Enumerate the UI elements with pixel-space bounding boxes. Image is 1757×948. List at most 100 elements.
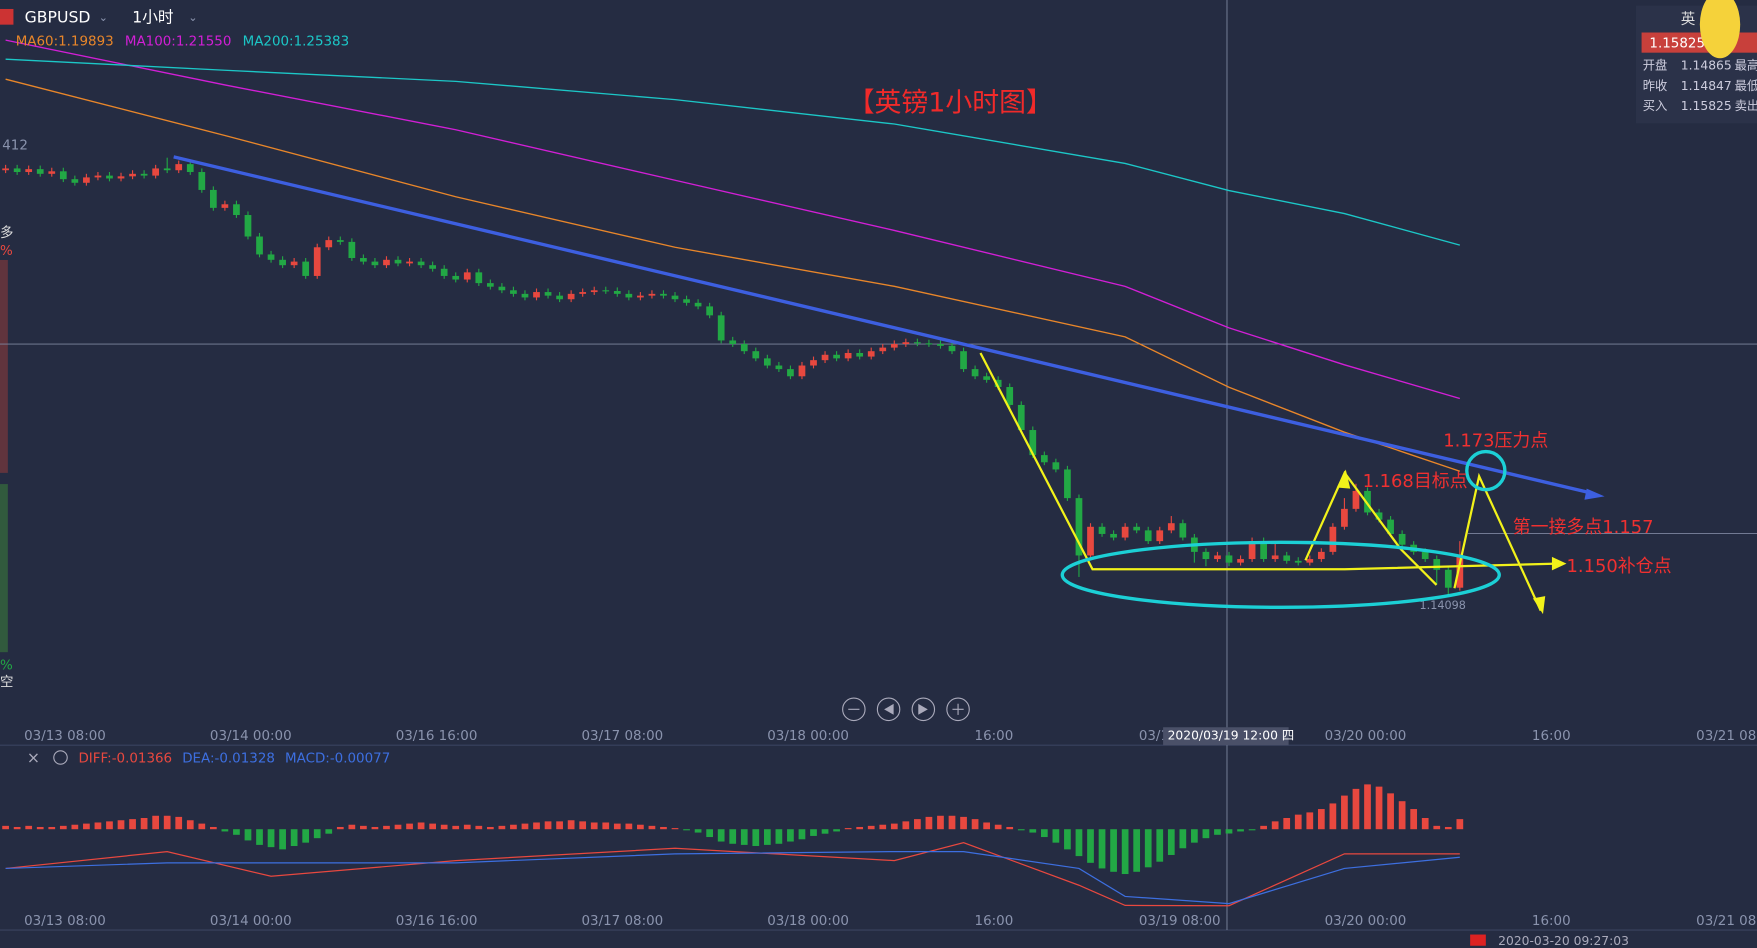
macd-legend: MACD:-0.00077 bbox=[285, 752, 390, 767]
symbol[interactable]: GBPUSD bbox=[25, 7, 91, 26]
annotation-line bbox=[979, 352, 1558, 571]
candle-body bbox=[71, 179, 79, 183]
candle-body bbox=[556, 295, 563, 300]
macd-bar bbox=[1341, 795, 1348, 830]
candle-body bbox=[348, 241, 356, 259]
macd-bar bbox=[1006, 826, 1014, 830]
crosshair-label-box bbox=[1163, 727, 1289, 746]
candle-body bbox=[2, 168, 9, 171]
arrow-head bbox=[1584, 488, 1605, 500]
macd-bar bbox=[925, 816, 933, 830]
macd-bar bbox=[833, 829, 840, 832]
candle-body bbox=[1352, 490, 1360, 509]
macd-bar bbox=[717, 829, 725, 842]
macd-bar bbox=[290, 829, 298, 847]
candle-body bbox=[971, 369, 979, 377]
period[interactable]: 1小时 bbox=[132, 7, 174, 26]
macd-legend: DEA:-0.01328 bbox=[182, 752, 275, 767]
macd-bar bbox=[2, 825, 9, 830]
side-mark: 空 bbox=[0, 674, 13, 690]
macd-bar bbox=[1306, 812, 1314, 830]
macd-bar bbox=[521, 823, 529, 830]
settings-button[interactable] bbox=[53, 750, 68, 765]
macd-bar bbox=[683, 829, 690, 831]
close-button[interactable]: × bbox=[27, 748, 40, 767]
candle-body bbox=[1329, 526, 1337, 552]
macd-bar bbox=[1433, 825, 1441, 830]
macd-bar bbox=[452, 825, 460, 830]
macd-bar bbox=[752, 829, 760, 847]
candle-body bbox=[1179, 523, 1187, 538]
macd-bar bbox=[106, 821, 113, 830]
macd-bar bbox=[440, 824, 448, 830]
macd-bar bbox=[1214, 829, 1221, 835]
macd-bar bbox=[1040, 829, 1048, 838]
x-tick-label: 03/16 16:00 bbox=[396, 914, 478, 929]
x-tick-label: 16:00 bbox=[975, 914, 1014, 929]
candle-body bbox=[994, 379, 1002, 388]
macd-bar bbox=[129, 819, 136, 830]
support-zone bbox=[1060, 540, 1501, 610]
dropdown-arrow[interactable]: ⌄ bbox=[99, 11, 108, 24]
candle-body bbox=[717, 315, 725, 341]
quote-field: 1.15825 bbox=[1681, 99, 1732, 113]
macd-bar bbox=[1317, 809, 1325, 830]
macd-bar bbox=[821, 829, 829, 834]
candle-body bbox=[1364, 490, 1371, 513]
candle-body bbox=[336, 240, 344, 242]
candle-body bbox=[1040, 455, 1048, 463]
candle-body bbox=[36, 169, 44, 174]
candle-body bbox=[510, 290, 517, 294]
macd-bar bbox=[463, 824, 471, 830]
candle-body bbox=[302, 261, 310, 276]
macd-bar bbox=[948, 815, 956, 830]
macd-bar bbox=[1144, 829, 1152, 868]
macd-bar bbox=[1260, 825, 1267, 830]
macd-bar bbox=[1121, 829, 1129, 875]
dropdown-arrow[interactable]: ⌄ bbox=[188, 11, 197, 24]
macd-bar bbox=[971, 819, 979, 830]
candle-body bbox=[452, 275, 460, 280]
candle-body bbox=[371, 261, 379, 266]
side-mark: % bbox=[0, 659, 13, 674]
forward-button[interactable] bbox=[911, 697, 936, 722]
zoom-in-button[interactable] bbox=[946, 697, 970, 722]
macd-bar bbox=[1294, 814, 1302, 830]
x-tick-label: 03/17 08:00 bbox=[581, 914, 663, 929]
zoom-out-button[interactable] bbox=[842, 697, 866, 722]
legend-entry: MA60:1.19893 bbox=[16, 34, 114, 49]
x-tick-label: 03/18 00:00 bbox=[767, 729, 849, 744]
macd-bar bbox=[1110, 829, 1117, 872]
candle-body bbox=[648, 293, 656, 296]
flag-icon bbox=[1470, 934, 1486, 946]
arrow-head bbox=[1532, 596, 1546, 615]
macd-bar bbox=[798, 829, 806, 840]
depth-bar bbox=[0, 259, 8, 473]
macd-bar bbox=[787, 829, 794, 842]
back-button[interactable] bbox=[876, 697, 901, 722]
macd-bar bbox=[1387, 793, 1394, 830]
macd-bar bbox=[244, 829, 252, 841]
x-tick-label: 03/20 00:00 bbox=[1325, 914, 1407, 929]
macd-bar bbox=[186, 820, 194, 830]
candle-body bbox=[129, 173, 136, 177]
macd-bar bbox=[475, 825, 483, 830]
flag-icon bbox=[0, 8, 14, 25]
candle-body bbox=[1317, 551, 1325, 560]
quote-field: 最低 bbox=[1735, 79, 1757, 93]
macd-bar bbox=[348, 824, 356, 830]
quote-title: 英 bbox=[1681, 10, 1696, 28]
macd-bar bbox=[59, 825, 67, 830]
candle-body bbox=[625, 293, 633, 298]
candle-body bbox=[429, 265, 437, 269]
candle-body bbox=[521, 293, 529, 298]
macd-bar bbox=[740, 829, 748, 845]
status-time: 2020-03-20 09:27:03 bbox=[1498, 934, 1629, 948]
candle-body bbox=[267, 254, 275, 260]
macd-bar bbox=[810, 829, 817, 836]
candle-body bbox=[1156, 530, 1164, 542]
macd-bar bbox=[1179, 829, 1187, 849]
candle-body bbox=[463, 272, 471, 280]
chart-title: 【英镑1小时图】 bbox=[848, 88, 1053, 119]
